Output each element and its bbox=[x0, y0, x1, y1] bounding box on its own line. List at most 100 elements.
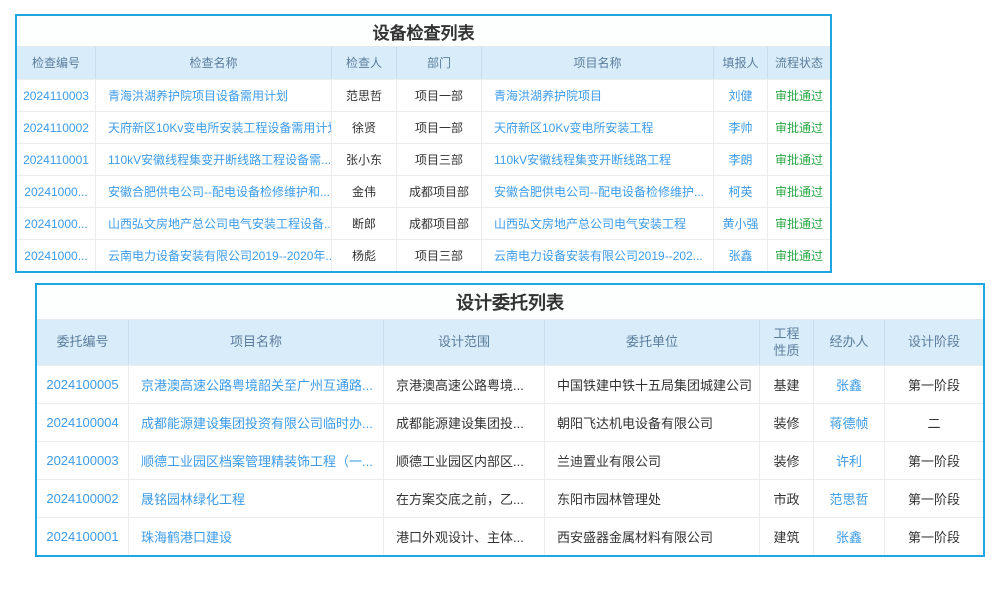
project-name-link[interactable]: 珠海鹤港口建设 bbox=[129, 518, 384, 555]
table-header-row: 委托编号 项目名称 设计范围 委托单位 工程性质 经办人 设计阶段 bbox=[37, 319, 983, 365]
inspection-no-link[interactable]: 20241000... bbox=[17, 240, 96, 271]
project-type-cell: 基建 bbox=[760, 366, 814, 403]
column-header-project-type: 工程性质 bbox=[760, 320, 814, 365]
project-name-link[interactable]: 天府新区10Kv变电所安装工程 bbox=[482, 112, 714, 143]
design-stage-cell: 二 bbox=[927, 416, 941, 431]
status-badge: 审批通过 bbox=[774, 153, 823, 167]
design-stage-cell: 第一阶段 bbox=[907, 378, 960, 393]
project-type-cell: 市政 bbox=[760, 480, 814, 517]
table-row: 20241000... 云南电力设备安装有限公司2019--2020年... 杨… bbox=[17, 239, 830, 271]
table-title: 设备检查列表 bbox=[17, 16, 830, 46]
inspection-name-link[interactable]: 110kV安徽线程集变开断线路工程设备需... bbox=[96, 144, 332, 175]
status-badge: 审批通过 bbox=[774, 185, 823, 199]
column-header-design-scope: 设计范围 bbox=[384, 320, 545, 365]
inspection-name-link[interactable]: 云南电力设备安装有限公司2019--2020年... bbox=[96, 240, 332, 271]
client-unit-cell: 东阳市园林管理处 bbox=[545, 480, 760, 517]
project-name-link[interactable]: 110kV安徽线程集变开断线路工程 bbox=[482, 144, 714, 175]
client-unit-cell: 兰迪置业有限公司 bbox=[545, 442, 760, 479]
column-header-inspector: 检查人 bbox=[332, 47, 397, 79]
equipment-inspection-table: 设备检查列表 检查编号 检查名称 检查人 部门 项目名称 填报人 流程状态 20… bbox=[15, 14, 832, 273]
inspection-no-link[interactable]: 2024110001 bbox=[17, 144, 96, 175]
project-name-link[interactable]: 晟铭园林绿化工程 bbox=[129, 480, 384, 517]
table-header-row: 检查编号 检查名称 检查人 部门 项目名称 填报人 流程状态 bbox=[17, 46, 830, 79]
table-row: 2024100005 京港澳高速公路粤境韶关至广州互通路... 京港澳高速公路粤… bbox=[37, 365, 983, 403]
design-scope-cell: 港口外观设计、主体... bbox=[384, 518, 545, 555]
client-unit-cell: 中国铁建中铁十五局集团城建公司 bbox=[545, 366, 760, 403]
table-row: 20241000... 安徽合肥供电公司--配电设备检修维护和... 金伟 成都… bbox=[17, 175, 830, 207]
column-header-handler: 经办人 bbox=[814, 320, 885, 365]
design-stage-cell: 第一阶段 bbox=[907, 492, 960, 507]
status-badge: 审批通过 bbox=[774, 249, 823, 263]
commission-no-link[interactable]: 2024100004 bbox=[37, 404, 129, 441]
project-type-cell: 装修 bbox=[760, 442, 814, 479]
table-row: 2024100004 成都能源建设集团投资有限公司临时办... 成都能源建设集团… bbox=[37, 403, 983, 441]
column-header-client-unit: 委托单位 bbox=[545, 320, 760, 365]
project-type-cell: 建筑 bbox=[760, 518, 814, 555]
commission-no-link[interactable]: 2024100003 bbox=[37, 442, 129, 479]
inspection-no-link[interactable]: 20241000... bbox=[17, 176, 96, 207]
department-cell: 项目三部 bbox=[397, 240, 482, 271]
column-header-design-stage: 设计阶段 bbox=[907, 334, 960, 350]
reporter-link[interactable]: 李帅 bbox=[714, 112, 768, 143]
handler-link[interactable]: 张鑫 bbox=[814, 366, 885, 403]
handler-link[interactable]: 范思哲 bbox=[814, 480, 885, 517]
department-cell: 成都项目部 bbox=[397, 208, 482, 239]
project-name-link[interactable]: 云南电力设备安装有限公司2019--202... bbox=[482, 240, 714, 271]
project-name-link[interactable]: 安徽合肥供电公司--配电设备检修维护... bbox=[482, 176, 714, 207]
department-cell: 项目一部 bbox=[397, 112, 482, 143]
department-cell: 项目三部 bbox=[397, 144, 482, 175]
inspection-no-link[interactable]: 2024110002 bbox=[17, 112, 96, 143]
table-row: 20241000... 山西弘文房地产总公司电气安装工程设备... 断郎 成都项… bbox=[17, 207, 830, 239]
reporter-link[interactable]: 张鑫 bbox=[714, 240, 768, 271]
table-row: 2024110003 青海洪湖养护院项目设备需用计划 范思哲 项目一部 青海洪湖… bbox=[17, 79, 830, 111]
handler-link[interactable]: 蒋德帧 bbox=[814, 404, 885, 441]
project-name-link[interactable]: 山西弘文房地产总公司电气安装工程 bbox=[482, 208, 714, 239]
table-row: 2024110002 天府新区10Kv变电所安装工程设备需用计划 徐贤 项目一部… bbox=[17, 111, 830, 143]
design-scope-cell: 在方案交底之前，乙... bbox=[384, 480, 545, 517]
status-badge: 审批通过 bbox=[774, 121, 823, 135]
inspector-cell: 范思哲 bbox=[332, 80, 397, 111]
reporter-link[interactable]: 李朗 bbox=[714, 144, 768, 175]
table-title: 设计委托列表 bbox=[37, 285, 983, 319]
inspection-name-link[interactable]: 天府新区10Kv变电所安装工程设备需用计划 bbox=[96, 112, 332, 143]
status-badge: 审批通过 bbox=[774, 89, 823, 103]
department-cell: 成都项目部 bbox=[397, 176, 482, 207]
column-header-inspection-no: 检查编号 bbox=[17, 47, 96, 79]
design-commission-table: 设计委托列表 委托编号 项目名称 设计范围 委托单位 工程性质 经办人 设计阶段… bbox=[35, 283, 985, 557]
inspection-name-link[interactable]: 山西弘文房地产总公司电气安装工程设备... bbox=[96, 208, 332, 239]
project-name-link[interactable]: 顺德工业园区档案管理精装饰工程（一... bbox=[129, 442, 384, 479]
project-name-link[interactable]: 青海洪湖养护院项目 bbox=[482, 80, 714, 111]
design-scope-cell: 京港澳高速公路粤境... bbox=[384, 366, 545, 403]
table-row: 2024100001 珠海鹤港口建设 港口外观设计、主体... 西安盛器金属材料… bbox=[37, 517, 983, 555]
column-header-reporter: 填报人 bbox=[714, 47, 768, 79]
project-name-link[interactable]: 京港澳高速公路粤境韶关至广州互通路... bbox=[129, 366, 384, 403]
column-header-department: 部门 bbox=[397, 47, 482, 79]
commission-no-link[interactable]: 2024100002 bbox=[37, 480, 129, 517]
reporter-link[interactable]: 柯英 bbox=[714, 176, 768, 207]
inspector-cell: 徐贤 bbox=[332, 112, 397, 143]
handler-link[interactable]: 张鑫 bbox=[814, 518, 885, 555]
inspection-name-link[interactable]: 青海洪湖养护院项目设备需用计划 bbox=[96, 80, 332, 111]
reporter-link[interactable]: 黄小强 bbox=[714, 208, 768, 239]
inspection-no-link[interactable]: 20241000... bbox=[17, 208, 96, 239]
commission-no-link[interactable]: 2024100005 bbox=[37, 366, 129, 403]
commission-no-link[interactable]: 2024100001 bbox=[37, 518, 129, 555]
column-header-status: 流程状态 bbox=[774, 55, 823, 70]
design-stage-cell: 第一阶段 bbox=[907, 454, 960, 469]
reporter-link[interactable]: 刘健 bbox=[714, 80, 768, 111]
design-scope-cell: 顺德工业园区内部区... bbox=[384, 442, 545, 479]
table-row: 2024100003 顺德工业园区档案管理精装饰工程（一... 顺德工业园区内部… bbox=[37, 441, 983, 479]
column-header-inspection-name: 检查名称 bbox=[96, 47, 332, 79]
inspection-no-link[interactable]: 2024110003 bbox=[17, 80, 96, 111]
design-scope-cell: 成都能源建设集团投... bbox=[384, 404, 545, 441]
client-unit-cell: 朝阳飞达机电设备有限公司 bbox=[545, 404, 760, 441]
handler-link[interactable]: 许利 bbox=[814, 442, 885, 479]
inspection-name-link[interactable]: 安徽合肥供电公司--配电设备检修维护和... bbox=[96, 176, 332, 207]
project-name-link[interactable]: 成都能源建设集团投资有限公司临时办... bbox=[129, 404, 384, 441]
department-cell: 项目一部 bbox=[397, 80, 482, 111]
table-row: 2024110001 110kV安徽线程集变开断线路工程设备需... 张小东 项… bbox=[17, 143, 830, 175]
design-stage-cell: 第一阶段 bbox=[907, 530, 960, 545]
column-header-project-name: 项目名称 bbox=[129, 320, 384, 365]
column-header-commission-no: 委托编号 bbox=[37, 320, 129, 365]
status-badge: 审批通过 bbox=[774, 217, 823, 231]
